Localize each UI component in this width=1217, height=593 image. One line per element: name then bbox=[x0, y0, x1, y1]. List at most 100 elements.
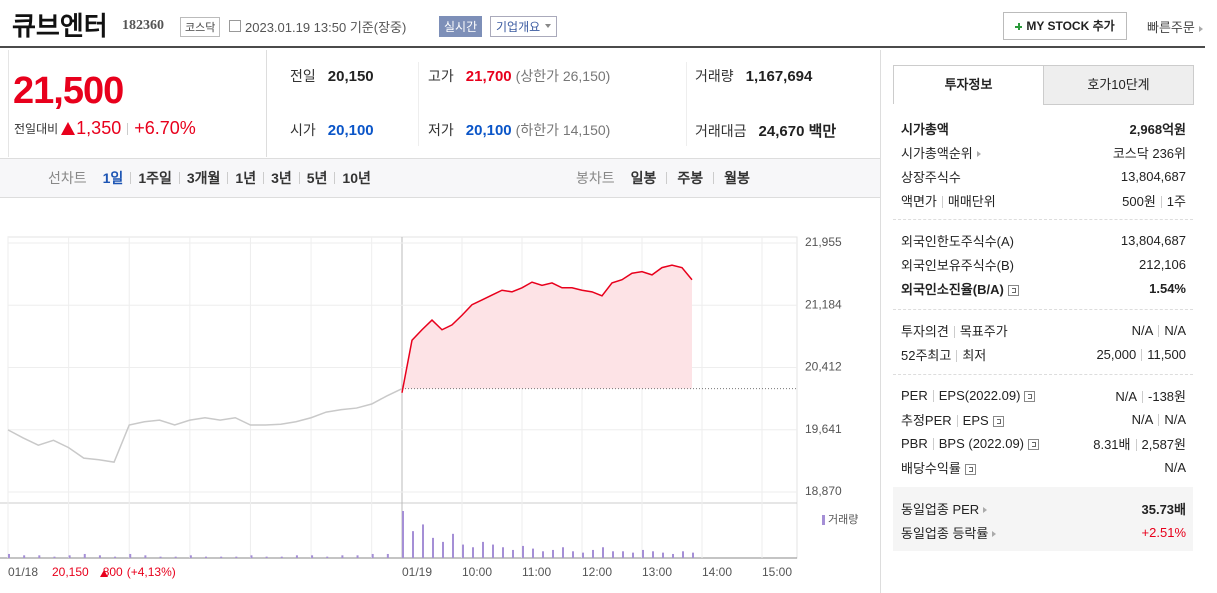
value-part: -138원 bbox=[1148, 388, 1186, 404]
candle-tab[interactable]: 월봉 bbox=[724, 170, 750, 186]
info-row: 동일업종 등락률 +2.51% bbox=[901, 521, 1186, 543]
info-value: N/A N/A bbox=[1132, 412, 1186, 427]
separator bbox=[1142, 391, 1144, 404]
info-label: PER EPS(2022.09) bbox=[901, 387, 1036, 403]
value-part: 13,804,687 bbox=[1120, 168, 1186, 184]
label-part: 외국인한도주식수(A) bbox=[901, 233, 1015, 249]
help-icon[interactable] bbox=[992, 415, 1004, 427]
volume-bar bbox=[532, 548, 534, 558]
separator bbox=[953, 326, 955, 339]
quick-order[interactable]: 빠른주문 bbox=[1147, 17, 1203, 36]
candle-tab[interactable]: 주봉 bbox=[677, 170, 704, 186]
info-value: 25,000 11,500 bbox=[1096, 347, 1186, 362]
volume-bar bbox=[512, 549, 514, 558]
summary-note: (하한가 14,150) bbox=[515, 122, 611, 138]
help-icon[interactable] bbox=[964, 463, 976, 475]
summary-cell: 고가 21,700 (상한가 26,150) bbox=[428, 66, 610, 86]
label-part: 투자의견 bbox=[901, 323, 949, 339]
info-row: 액면가 매매단위 500원 1주 bbox=[901, 189, 1186, 211]
summary-value: 24,670 백만 bbox=[758, 123, 837, 140]
info-value: 212,106 bbox=[1139, 257, 1186, 272]
info-value: N/A -138원 bbox=[1115, 386, 1186, 405]
info-label: 외국인소진율(B/A) bbox=[901, 279, 1019, 298]
info-value: 코스닥 236위 bbox=[1113, 143, 1186, 162]
group-divider bbox=[893, 309, 1193, 310]
value-part: 1주 bbox=[1166, 193, 1186, 209]
info-label: 상장주식수 bbox=[901, 167, 961, 186]
overview-button[interactable]: 기업개요 bbox=[490, 16, 558, 37]
label-part: PER bbox=[901, 387, 928, 403]
info-tab-active[interactable]: 투자정보 bbox=[893, 65, 1044, 104]
volume-bar bbox=[235, 556, 238, 558]
label-part: 시가총액 bbox=[901, 121, 949, 137]
summary-label: 전일 bbox=[290, 68, 316, 84]
value-part: 8.31배 bbox=[1093, 436, 1131, 452]
summary-label: 고가 bbox=[428, 68, 454, 84]
label-part: 최저 bbox=[962, 347, 987, 363]
y-tick-label: 19,641 bbox=[805, 422, 842, 436]
dropdown-icon bbox=[545, 24, 552, 28]
change-label: 전일대비 bbox=[14, 122, 59, 136]
info-label: 시가총액 bbox=[901, 119, 949, 138]
time: 2023.01.19 13:50 bbox=[245, 20, 347, 35]
label-part: 시가총액순위 bbox=[901, 145, 973, 161]
period-tab[interactable]: 1년 bbox=[235, 170, 257, 186]
footer-part: (+4,13%) bbox=[127, 565, 176, 579]
info-row: 상장주식수 13,804,687 bbox=[901, 165, 1186, 187]
x-tick-label: 11:00 bbox=[522, 565, 551, 579]
volume-bar bbox=[371, 553, 374, 558]
volume-bar bbox=[442, 541, 444, 558]
candle-tab[interactable]: 일봉 bbox=[630, 170, 657, 186]
footer-info: 20,150 800 (+4,13%) bbox=[52, 565, 176, 579]
summary-value: 20,150 bbox=[327, 68, 374, 85]
stock-name: 큐브엔터 bbox=[12, 11, 108, 41]
info-tab[interactable]: 호가10단계 bbox=[1043, 65, 1194, 105]
value-part: N/A bbox=[1164, 322, 1186, 338]
period-tab[interactable]: 1주일 bbox=[138, 170, 172, 186]
volume-bar bbox=[356, 555, 359, 558]
candle-tabs: 봉차트 일봉 주봉 월봉 bbox=[576, 159, 750, 197]
volume-bar bbox=[572, 551, 574, 558]
group-divider bbox=[893, 219, 1193, 220]
volume-bar bbox=[114, 556, 117, 558]
help-icon[interactable] bbox=[1024, 390, 1036, 402]
info-row: PBR BPS (2022.09) 8.31배 2,587원 bbox=[901, 432, 1186, 454]
volume-bar bbox=[38, 555, 41, 558]
footer-part: 800 bbox=[103, 565, 123, 579]
up-icon bbox=[61, 122, 76, 135]
value-part: 2,587원 bbox=[1141, 436, 1187, 452]
help-icon[interactable] bbox=[1007, 284, 1019, 296]
value-part: +2.51% bbox=[1141, 524, 1186, 540]
volume-bar bbox=[412, 531, 414, 558]
chart: 18,870 19,641 20,412 21,184 21,955 01/18 01/19… bbox=[0, 235, 858, 579]
period-tab[interactable]: 5년 bbox=[306, 170, 328, 186]
value-part: 25,000 bbox=[1096, 346, 1137, 362]
label-part: 액면가 bbox=[901, 193, 937, 209]
period-tab[interactable]: 3년 bbox=[271, 170, 292, 186]
separator bbox=[932, 438, 934, 451]
arrow-icon bbox=[992, 531, 997, 538]
info-value: N/A bbox=[1164, 460, 1186, 475]
info-row: 시가총액순위 코스닥 236위 bbox=[901, 141, 1186, 163]
x-tick-label: 15:00 bbox=[762, 565, 792, 579]
volume-bar bbox=[452, 533, 454, 558]
volume-bar bbox=[642, 549, 644, 558]
value-part: 2,968억원 bbox=[1129, 121, 1186, 137]
label-part: 배당수익률 bbox=[901, 460, 961, 476]
summary-label: 거래량 bbox=[695, 68, 734, 84]
value-part: N/A bbox=[1115, 388, 1138, 404]
mystock-button[interactable]: MY STOCK 추가 bbox=[1003, 12, 1127, 40]
stock-code: 182360 bbox=[122, 18, 164, 33]
separator bbox=[1135, 439, 1137, 452]
volume-bar bbox=[652, 551, 654, 558]
volume-bar bbox=[341, 555, 344, 558]
volume-legend: 거래량 bbox=[828, 513, 858, 526]
label-part: BPS (2022.09) bbox=[938, 435, 1025, 451]
period-tab[interactable]: 10년 bbox=[342, 170, 371, 186]
period-tab[interactable]: 1일 bbox=[102, 170, 124, 186]
volume-bar bbox=[632, 552, 634, 558]
help-icon[interactable] bbox=[1028, 438, 1040, 450]
info-row: 시가총액 2,968억원 bbox=[901, 117, 1186, 139]
period-tab[interactable]: 3개월 bbox=[186, 170, 221, 186]
volume-bar bbox=[295, 555, 298, 558]
